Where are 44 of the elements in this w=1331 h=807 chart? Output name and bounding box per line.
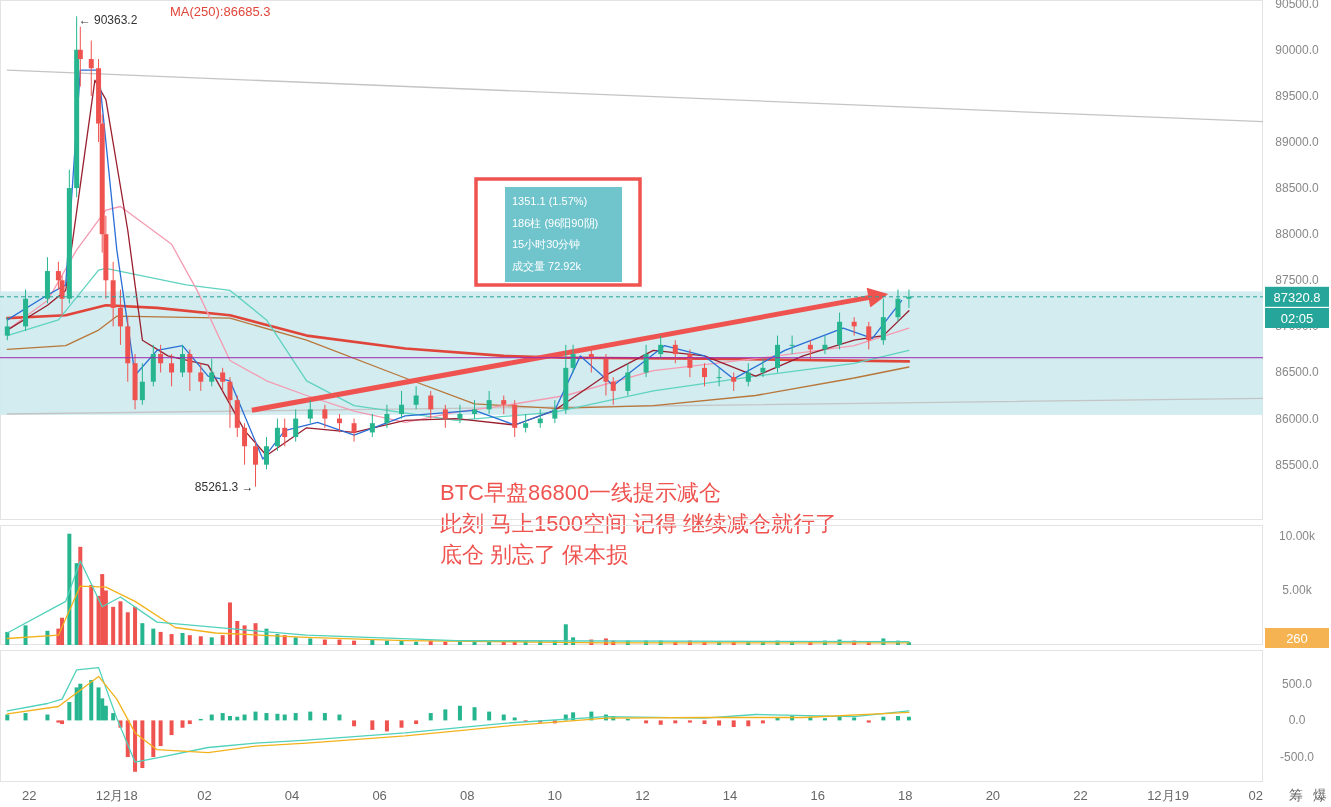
y-tick-label: 86000.0 [1275,411,1320,426]
y-tick-label: 90500.0 [1275,0,1320,11]
annotation: 15小时30分钟 [512,238,581,250]
y-tick-label: -500.0 [1279,750,1315,765]
y-tick-label: 89500.0 [1275,88,1320,103]
y-tick-label: 90000.0 [1275,42,1320,57]
ref-line-label: 87320.8 [1273,289,1321,305]
x-tick-label: 12月19 [1147,788,1190,803]
text: 爆 [1313,787,1327,803]
y-tick-label: 88500.0 [1275,181,1320,196]
annotation: BTC早盘86800一线提示减仓 [440,480,722,505]
x-tick-label: 10 [547,788,563,803]
y-tick-label: 5.00k [1282,583,1313,598]
annotation: 85261.3 → [194,479,254,494]
x-tick-label: 06 [372,788,387,803]
x-tick-label: 02 [1248,788,1263,803]
y-tick-label: 0.0 [1288,713,1306,728]
x-tick-label: 22 [21,788,37,803]
text: 02:05 [1280,311,1314,326]
text: 筹 [1289,787,1303,803]
y-tick-label: 10.00k [1278,528,1317,543]
x-tick-label: 18 [898,788,913,803]
annotation: 1351.1 (1.57%) [512,195,588,207]
annotation: 186柱 (96阳90阴) [512,216,599,229]
y-tick-label: 88000.0 [1275,227,1320,242]
y-tick-label: 87500.0 [1275,273,1320,288]
annotation: 底仓 别忘了 保本损 [440,542,629,567]
x-tick-label: 02 [197,788,212,803]
text: MA(250):86685.3 [170,4,271,19]
y-tick-label: 89000.0 [1275,134,1320,149]
annotation: 成交量 72.92k [512,259,582,272]
x-tick-label: 04 [284,788,300,803]
x-tick-label: 14 [722,788,738,803]
y-tick-label: 85500.0 [1275,457,1320,472]
x-tick-label: 08 [460,788,475,803]
y-tick-label: 86500.0 [1275,365,1320,380]
annotation: ← 90363.2 [78,13,138,28]
x-tick-label: 22 [1073,788,1088,803]
x-tick-label: 12月18 [95,788,138,803]
x-tick-label: 12 [635,788,650,803]
y-tick-label: 500.0 [1281,676,1313,691]
x-tick-label: 20 [985,788,1001,803]
x-tick-label: 16 [810,788,825,803]
text: 260 [1286,631,1308,646]
